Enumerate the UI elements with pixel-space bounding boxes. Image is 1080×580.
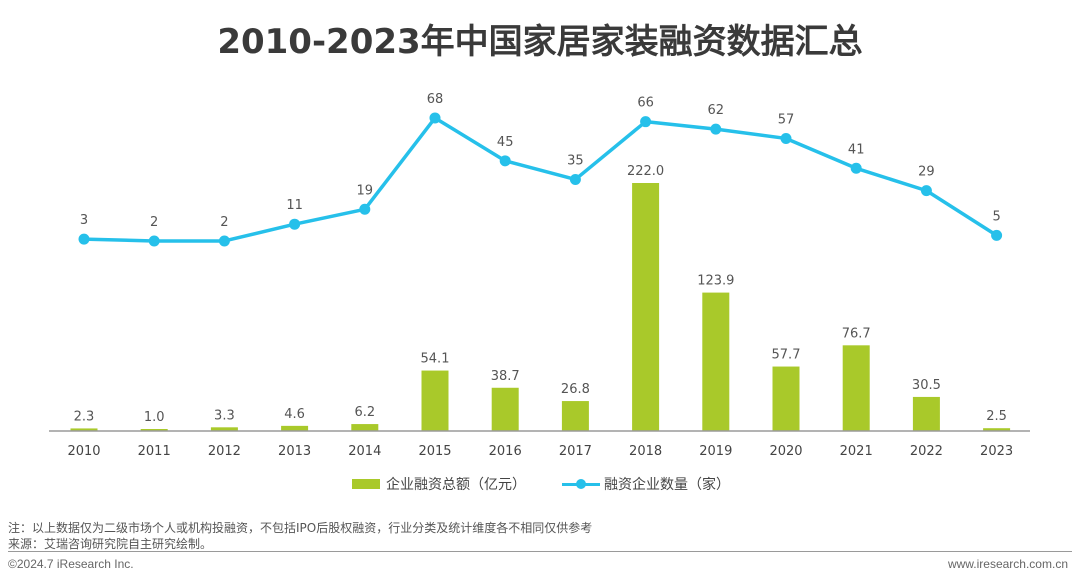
bar-value-label: 54.1 [421,352,450,367]
line-point-2012 [218,235,230,247]
line-value-label: 35 [567,153,584,168]
bar-labels-layer: 2.3 1.0 3.3 4.6 6.2 54.1 38.7 26.8 222.0 123.9 57.… [74,164,1007,425]
line-point-2015 [429,112,441,124]
x-tick-label: 2018 [629,444,662,459]
bar-swatch-icon [352,479,380,489]
bar-value-label: 4.6 [284,407,305,422]
line-point-2011 [148,235,160,247]
bar-2015 [421,370,449,431]
bar-2011 [140,429,168,431]
line-point-2019 [710,123,722,135]
line-point-2022 [920,185,932,197]
line-value-label: 5 [992,209,1000,224]
x-tick-label: 2014 [348,444,381,459]
x-tick-label: 2021 [840,444,873,459]
bar-value-label: 222.0 [627,164,664,179]
x-tick-label: 2011 [138,444,171,459]
line-point-2010 [78,233,90,245]
legend-bar-label: 企业融资总额（亿元） [386,477,526,493]
line-value-label: 3 [80,213,88,228]
bar-value-label: 2.3 [74,409,95,424]
x-tick-label: 2022 [910,444,943,459]
bar-value-label: 3.3 [214,408,235,423]
line-point-2021 [850,162,862,174]
line-labels-layer: 3 2 2 11 19 68 45 35 66 62 57 41 29 5 [80,92,1001,230]
x-tick-label: 2010 [67,444,100,459]
footnote: 注：以上数据仅为二级市场个人或机构投融资，不包括IPO后股权融资，行业分类及统计… [8,520,592,552]
line-value-label: 29 [918,165,935,180]
x-tick-label: 2019 [699,444,732,459]
bar-2023 [983,428,1011,431]
bar-2010 [70,428,98,431]
bar-value-label: 2.5 [986,409,1007,424]
bar-value-label: 1.0 [144,410,165,425]
source-text: 来源：艾瑞咨询研究院自主研究绘制。 [8,537,213,551]
legend-item-line: 融资企业数量（家） [562,474,730,494]
line-value-label: 2 [220,215,228,230]
line-value-label: 41 [848,142,865,157]
chart-title: 2010-2023年中国家居家装融资数据汇总 [217,22,863,62]
bar-2021 [842,345,870,431]
note-text: 注：以上数据仅为二级市场个人或机构投融资，不包括IPO后股权融资，行业分类及统计… [8,521,593,535]
line-point-2020 [780,132,792,144]
legend: 企业融资总额（亿元） 融资企业数量（家） [0,474,1080,496]
bar-value-label: 57.7 [772,348,801,363]
line-value-label: 19 [357,183,374,198]
legend-line-label: 融资企业数量（家） [604,477,730,493]
x-tick-label: 2015 [418,444,451,459]
bar-value-label: 26.8 [561,382,590,397]
bar-2022 [912,396,940,431]
bars-layer [70,183,1011,431]
bar-value-label: 6.2 [354,405,375,420]
website-link[interactable]: www.iresearch.com.cn [947,557,1068,571]
line-layer [78,112,1003,247]
bar-2020 [772,366,800,431]
line-value-label: 45 [497,135,514,150]
bar-value-label: 38.7 [491,369,520,384]
copyright-text: ©2024.7 iResearch Inc. [8,557,134,571]
bar-2017 [561,401,589,431]
x-tick-label: 2016 [489,444,522,459]
line-value-label: 68 [427,92,444,107]
bar-2018 [632,183,660,431]
line-point-2013 [289,218,301,230]
line-value-label: 57 [778,112,795,127]
bar-value-label: 123.9 [697,274,734,289]
x-tick-label: 2017 [559,444,592,459]
footer-divider [8,551,1072,552]
line-marker-swatch-icon [562,479,600,489]
x-tick-label: 2013 [278,444,311,459]
line-point-2016 [499,155,511,167]
line-point-2014 [359,203,371,215]
bar-value-label: 30.5 [912,378,941,393]
line-value-label: 2 [150,215,158,230]
line-value-label: 66 [637,96,654,111]
line-point-2018 [640,116,652,128]
line-point-2023 [991,229,1003,241]
bar-2016 [491,387,519,431]
line-value-label: 11 [286,198,303,213]
bar-value-label: 76.7 [842,326,871,341]
x-tick-label: 2020 [769,444,802,459]
bar-2019 [702,292,730,431]
x-tick-label: 2023 [980,444,1013,459]
line-point-2017 [569,173,581,185]
x-tick-labels: 2010 2011 2012 2013 2014 2015 2016 2017 2018 2019… [67,444,1013,459]
legend-item-bar: 企业融资总额（亿元） [352,474,526,494]
bar-2014 [351,424,379,431]
line-value-label: 62 [708,103,725,118]
bar-2013 [281,425,309,431]
combo-chart: 2.3 1.0 3.3 4.6 6.2 54.1 38.7 26.8 222.0 123.9 57.… [49,92,1030,459]
line-series-path [83,116,998,243]
x-tick-label: 2012 [208,444,241,459]
bar-2012 [210,427,238,431]
